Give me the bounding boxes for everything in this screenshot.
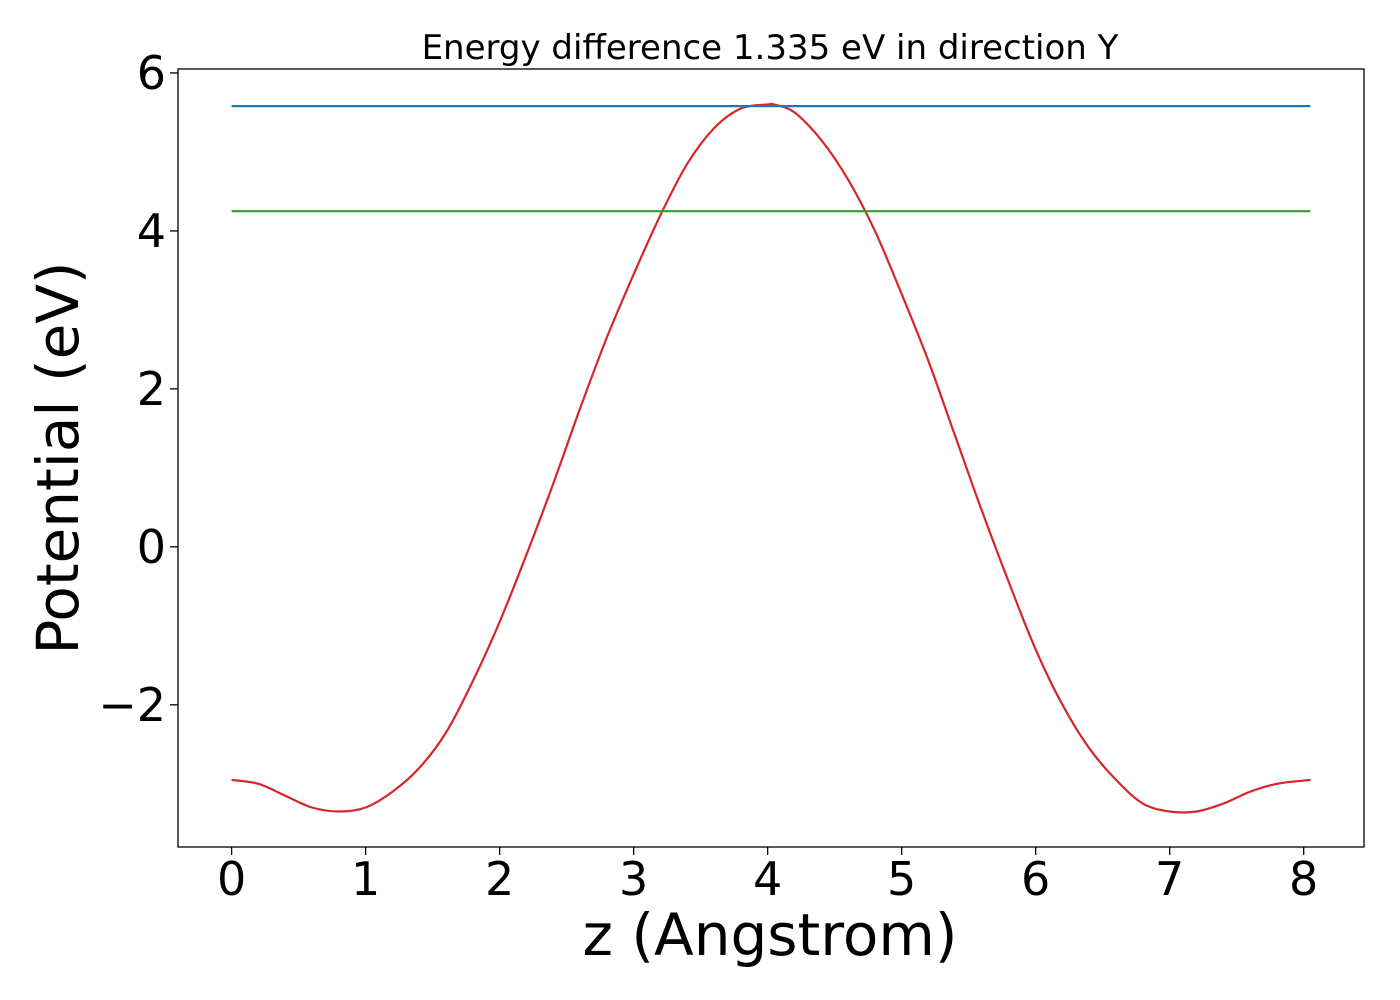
x-tick-label: 8 (1289, 852, 1318, 906)
y-tick-label: 4 (137, 204, 166, 258)
y-axis: −2 0 2 4 6 (98, 46, 178, 732)
y-tick-label: 6 (137, 46, 166, 100)
x-tick-label: 1 (351, 852, 380, 906)
x-tick-label: 7 (1155, 852, 1184, 906)
chart-title: Energy difference 1.335 eV in direction … (422, 28, 1119, 68)
x-tick-label: 6 (1021, 852, 1050, 906)
x-tick-label: 3 (619, 852, 648, 906)
y-tick-label: −2 (98, 678, 166, 732)
x-axis: 0 1 2 3 4 5 6 7 8 (217, 847, 1318, 906)
y-axis-label: Potential (eV) (24, 261, 92, 654)
series-layer (231, 102, 1311, 814)
y-tick-label: 2 (137, 362, 166, 416)
x-tick-label: 4 (753, 852, 782, 906)
x-tick-label: 2 (485, 852, 514, 906)
plot-frame (177, 68, 1365, 848)
x-tick-label: 0 (217, 852, 246, 906)
x-axis-label: z (Angstrom) (583, 901, 958, 969)
x-tick-label: 5 (887, 852, 916, 906)
series-line-0 (231, 102, 1311, 814)
y-tick-label: 0 (137, 520, 166, 574)
